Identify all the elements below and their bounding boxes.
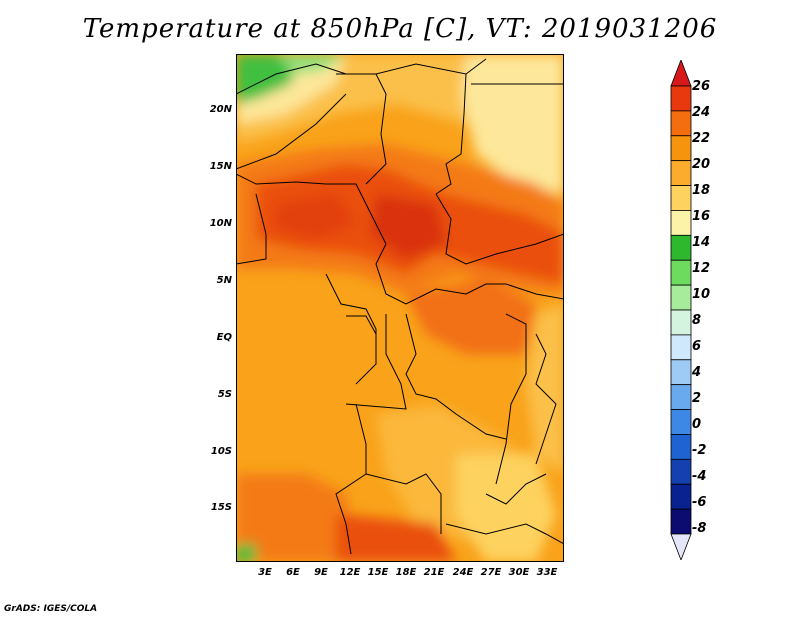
- lon-label: 6E: [286, 567, 300, 578]
- colorbar-cell: [670, 85, 692, 112]
- lon-label: 21E: [423, 567, 445, 578]
- colorbar-cell: [670, 409, 692, 435]
- colorbar-cell: [670, 508, 692, 535]
- lon-label: 27E: [480, 567, 502, 578]
- colorbar-label: 10: [692, 287, 711, 302]
- lat-label: EQ: [216, 332, 232, 343]
- lon-label: 33E: [536, 567, 558, 578]
- colorbar-label: 4: [692, 365, 702, 380]
- colorbar-cell: [670, 210, 692, 236]
- colorbar-label: 6: [692, 339, 702, 354]
- colorbar-cell: [670, 135, 692, 162]
- colorbar-label: -6: [692, 495, 707, 510]
- lon-label: 30E: [508, 567, 530, 578]
- colorbar-label: 26: [692, 79, 711, 94]
- lon-label: 3E: [258, 567, 272, 578]
- colorbar-cell: [670, 434, 692, 460]
- colorbar-label: -4: [692, 469, 707, 484]
- colorbar-label: 2: [692, 391, 702, 406]
- lon-label: 12E: [339, 567, 361, 578]
- colorbar-cell: [670, 384, 692, 410]
- lat-label: 20N: [209, 104, 232, 115]
- colorbar-label: 12: [692, 261, 711, 276]
- colorbar-label: 0: [692, 417, 702, 432]
- lat-label: 15S: [210, 502, 232, 513]
- colorbar-cell: [670, 160, 692, 186]
- colorbar-label: -8: [692, 521, 707, 536]
- temperature-contours: [236, 54, 564, 562]
- colorbar-cell: [670, 483, 692, 510]
- colorbar-top-arrow: [670, 60, 692, 87]
- colorbar-cell: [670, 334, 692, 361]
- colorbar-cell: [670, 284, 692, 311]
- colorbar-label: 16: [692, 209, 711, 224]
- credit-text: GrADS: IGES/COLA: [4, 604, 98, 614]
- temperature-map: [236, 54, 564, 562]
- colorbar-cell: [670, 309, 692, 336]
- lat-label: 5N: [216, 275, 232, 286]
- country-borders: [236, 58, 564, 555]
- map-title: Temperature at 850hPa [C], VT: 201903120…: [82, 14, 718, 44]
- colorbar-cell: [670, 110, 692, 137]
- colorbar-label: 8: [692, 313, 702, 328]
- colorbar-cell: [670, 458, 692, 485]
- colorbar-cell: [670, 359, 692, 386]
- lon-label: 18E: [395, 567, 417, 578]
- lon-label: 9E: [314, 567, 328, 578]
- colorbar-bottom-arrow: [670, 533, 692, 560]
- colorbar-label: 18: [692, 183, 711, 198]
- lon-label: 15E: [367, 567, 389, 578]
- lat-label: 5S: [217, 389, 232, 400]
- colorbar-label: 20: [692, 157, 711, 172]
- lat-label: 10N: [209, 218, 232, 229]
- lat-label: 15N: [209, 161, 232, 172]
- colorbar-cell: [670, 185, 692, 211]
- lat-label: 10S: [210, 446, 232, 457]
- colorbar-cell: [670, 259, 692, 286]
- map-field: [236, 54, 564, 562]
- colorbar-cell: [670, 234, 692, 261]
- map-frame: [236, 54, 564, 562]
- colorbar-label: 22: [692, 131, 711, 146]
- lon-label: 24E: [452, 567, 474, 578]
- colorbar: [670, 60, 692, 560]
- colorbar-label: 24: [692, 105, 711, 120]
- colorbar-label: 14: [692, 235, 711, 250]
- colorbar-label: -2: [692, 443, 707, 458]
